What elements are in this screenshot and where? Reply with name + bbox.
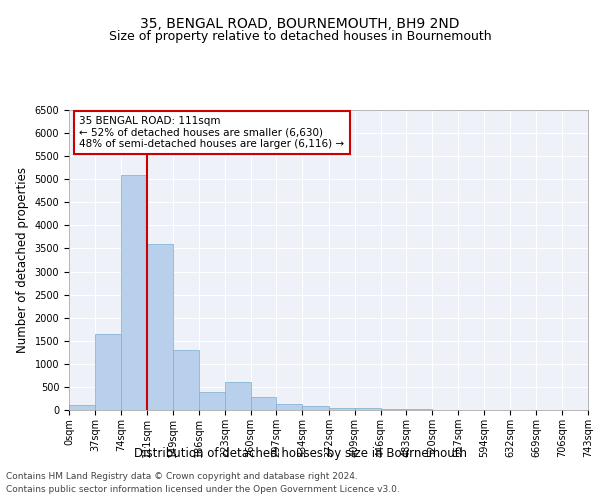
Text: Contains public sector information licensed under the Open Government Licence v3: Contains public sector information licen… [6, 485, 400, 494]
Bar [329, 408, 355, 410]
Text: Size of property relative to detached houses in Bournemouth: Size of property relative to detached ho… [109, 30, 491, 43]
Bar [199, 392, 225, 410]
Bar [355, 408, 380, 410]
Text: 35, BENGAL ROAD, BOURNEMOUTH, BH9 2ND: 35, BENGAL ROAD, BOURNEMOUTH, BH9 2ND [140, 18, 460, 32]
Bar [380, 408, 406, 410]
Y-axis label: Number of detached properties: Number of detached properties [16, 167, 29, 353]
Bar [251, 396, 277, 410]
Text: Distribution of detached houses by size in Bournemouth: Distribution of detached houses by size … [133, 448, 467, 460]
Bar [173, 350, 199, 410]
Bar [146, 244, 173, 410]
Bar [69, 406, 95, 410]
Bar [277, 404, 302, 410]
Bar [406, 409, 432, 410]
Bar [225, 382, 251, 410]
Text: Contains HM Land Registry data © Crown copyright and database right 2024.: Contains HM Land Registry data © Crown c… [6, 472, 358, 481]
Bar [302, 406, 329, 410]
Bar [121, 174, 146, 410]
Text: 35 BENGAL ROAD: 111sqm
← 52% of detached houses are smaller (6,630)
48% of semi-: 35 BENGAL ROAD: 111sqm ← 52% of detached… [79, 116, 344, 149]
Bar [95, 334, 121, 410]
